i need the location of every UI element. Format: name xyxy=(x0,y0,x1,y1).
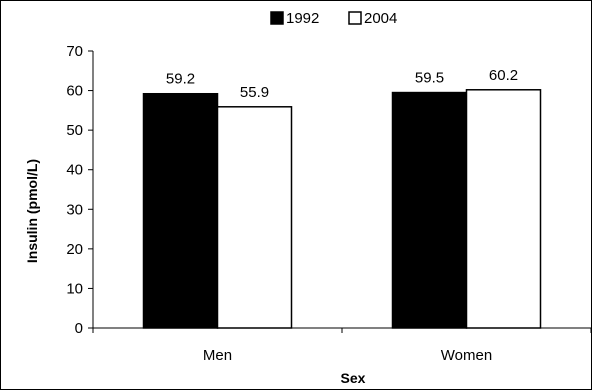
legend: 1992 2004 xyxy=(270,10,397,27)
y-tick-label: 60 xyxy=(66,83,83,100)
data-labels: 59.2 55.9 59.5 60.2 xyxy=(166,67,518,101)
bar-2004-men xyxy=(216,106,293,329)
y-axis-title: Insulin (pmol/L) xyxy=(24,159,40,263)
bar-2004-women xyxy=(465,89,542,329)
y-tick-label: 30 xyxy=(66,201,83,218)
data-label-2004-women: 60.2 xyxy=(489,67,518,84)
y-tick-label: 70 xyxy=(66,43,83,60)
legend-label-1992: 1992 xyxy=(286,10,319,27)
legend-swatch-2004 xyxy=(348,11,362,25)
y-tick-label: 50 xyxy=(66,122,83,139)
y-axis: 0 10 20 30 40 50 60 70 xyxy=(66,43,94,337)
y-tick-label: 20 xyxy=(66,241,83,258)
x-tick-label: Women xyxy=(441,347,492,364)
data-label-2004-men: 55.9 xyxy=(240,84,269,101)
data-label-1992-women: 59.5 xyxy=(415,70,444,87)
bar-1992-men xyxy=(142,92,219,329)
y-tick-label: 10 xyxy=(66,280,83,297)
x-axis-title: Sex xyxy=(341,370,366,386)
y-tick-label: 0 xyxy=(75,320,83,337)
bar-1992-women xyxy=(391,91,468,329)
x-axis: Men Women xyxy=(92,327,591,364)
legend-swatch-1992 xyxy=(270,11,284,25)
legend-label-2004: 2004 xyxy=(364,10,397,27)
data-label-1992-men: 59.2 xyxy=(166,71,195,88)
bars xyxy=(142,89,542,329)
y-tick-label: 40 xyxy=(66,162,83,179)
x-tick-label: Men xyxy=(203,347,232,364)
